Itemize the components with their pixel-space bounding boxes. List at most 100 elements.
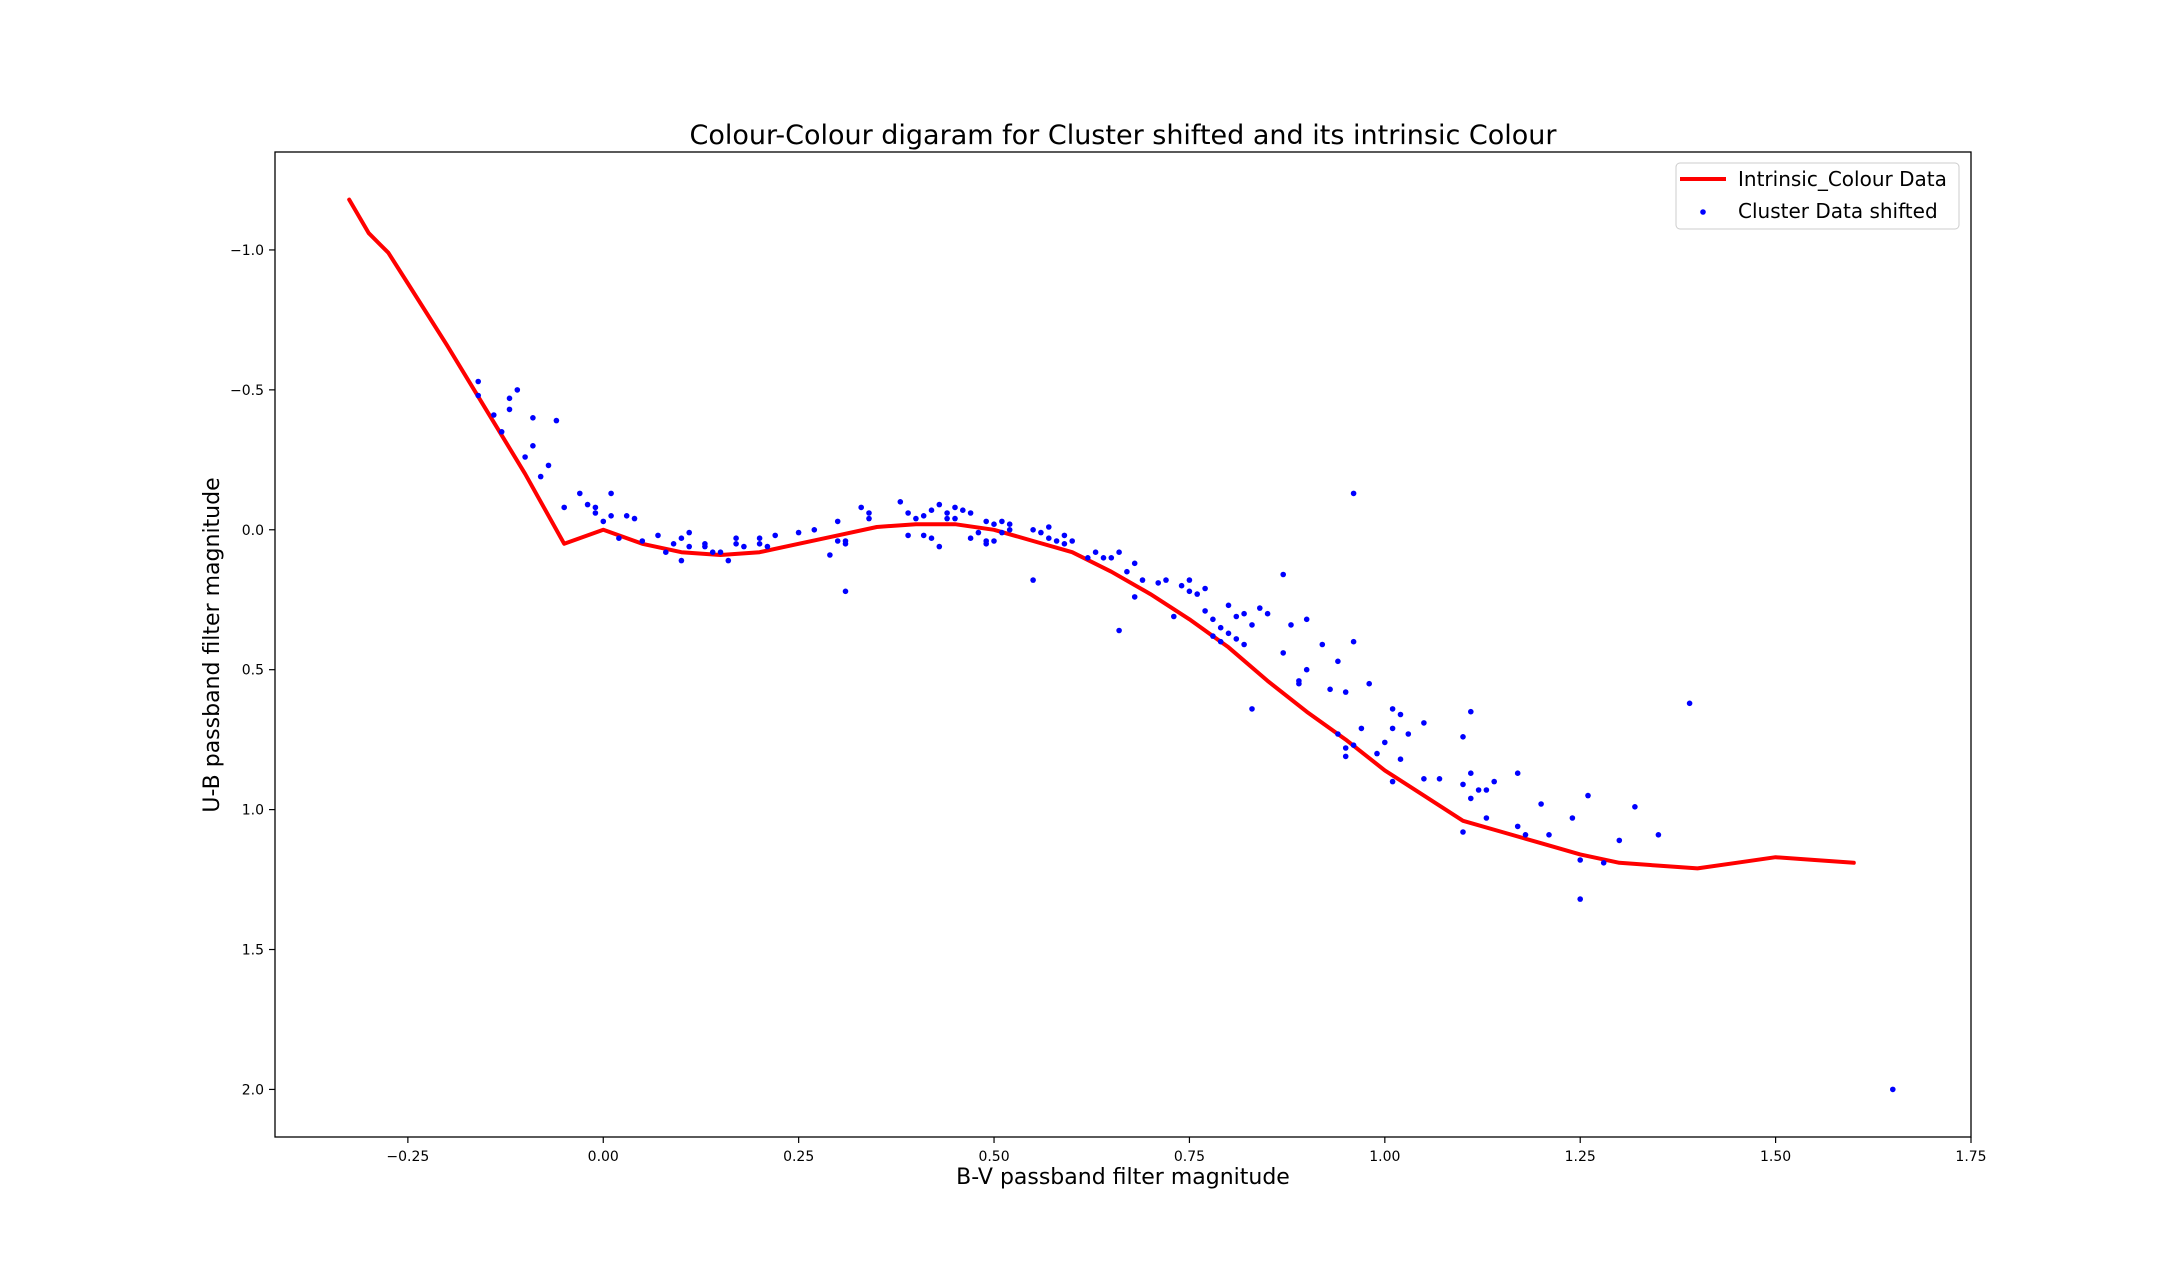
scatter-point bbox=[545, 462, 552, 469]
scatter-point bbox=[1342, 745, 1349, 751]
scatter-point bbox=[811, 527, 818, 533]
scatter-point bbox=[475, 378, 482, 385]
scatter-point bbox=[561, 504, 567, 511]
x-tick-label: 0.25 bbox=[783, 1149, 814, 1165]
plot-frame bbox=[274, 151, 1972, 1138]
scatter-point bbox=[1249, 622, 1255, 628]
scatter-point bbox=[1186, 577, 1193, 583]
scatter-point bbox=[655, 532, 661, 539]
scatter-point bbox=[1421, 776, 1427, 782]
scatter-point bbox=[678, 535, 685, 541]
scatter-point bbox=[1210, 616, 1216, 623]
scatter-point bbox=[842, 588, 849, 595]
scatter-point bbox=[999, 529, 1005, 536]
scatter-point bbox=[795, 529, 802, 536]
scatter-point bbox=[1085, 555, 1091, 561]
scatter-point bbox=[686, 529, 692, 536]
scatter-point bbox=[1131, 594, 1138, 600]
x-tick-label: 1.50 bbox=[1760, 1149, 1791, 1165]
scatter-point bbox=[1163, 577, 1169, 583]
scatter-point bbox=[709, 549, 716, 555]
scatter-point bbox=[936, 501, 943, 508]
legend: Intrinsic_Colour Data Cluster Data shift… bbox=[1675, 162, 1960, 230]
scatter-point bbox=[1131, 560, 1138, 567]
y-tick-label: 0.5 bbox=[242, 663, 264, 679]
scatter-point bbox=[663, 549, 669, 555]
scatter-point bbox=[1241, 610, 1247, 617]
scatter-point bbox=[1092, 549, 1099, 555]
scatter-point bbox=[913, 515, 919, 522]
scatter-point bbox=[584, 501, 591, 508]
scatter-point bbox=[1303, 666, 1310, 673]
scatter-point bbox=[608, 513, 614, 519]
scatter-point bbox=[1280, 571, 1286, 578]
scatter-point bbox=[1217, 638, 1224, 645]
scatter-point bbox=[1100, 555, 1107, 561]
scatter-point bbox=[608, 490, 614, 497]
scatter-point bbox=[639, 538, 646, 544]
scatter-point bbox=[1288, 622, 1294, 628]
scatter-point bbox=[905, 532, 911, 539]
scatter-point bbox=[670, 541, 677, 547]
scatter-point bbox=[1342, 689, 1349, 695]
scatter-point bbox=[1546, 832, 1552, 838]
scatter-point bbox=[834, 518, 841, 525]
scatter-point bbox=[1069, 538, 1075, 544]
scatter-point bbox=[1514, 823, 1521, 830]
scatter-point bbox=[1030, 577, 1036, 583]
scatter-point bbox=[1116, 549, 1122, 555]
scatter-point bbox=[725, 557, 732, 564]
scatter-point bbox=[741, 543, 747, 550]
scatter-point bbox=[944, 515, 950, 522]
scatter-point bbox=[866, 510, 872, 516]
scatter-point bbox=[1468, 795, 1474, 802]
scatter-point bbox=[1358, 725, 1365, 732]
scatter-point bbox=[1257, 605, 1263, 611]
y-tick-label: 1.0 bbox=[242, 803, 264, 819]
scatter-point bbox=[1155, 580, 1161, 586]
scatter-point bbox=[1397, 756, 1404, 762]
scatter-point bbox=[717, 549, 724, 555]
x-tick-label: 0.00 bbox=[588, 1149, 619, 1165]
scatter-point bbox=[842, 538, 849, 544]
scatter-point bbox=[1366, 680, 1372, 687]
scatter-point bbox=[1460, 829, 1466, 835]
legend-frame bbox=[1675, 162, 1960, 230]
scatter-point bbox=[1202, 585, 1208, 592]
y-tick-label: 1.5 bbox=[242, 943, 264, 959]
scatter-point bbox=[553, 417, 560, 424]
scatter-point bbox=[1006, 527, 1013, 533]
scatter-point bbox=[1468, 770, 1474, 776]
x-tick-label: 1.75 bbox=[1955, 1149, 1986, 1165]
x-axis: −0.25 0.00 0.25 0.50 0.75 1.00 1.25 1.50 1.75 bbox=[386, 1137, 1987, 1165]
scatter-point bbox=[623, 513, 630, 519]
scatter-point bbox=[1342, 753, 1349, 760]
scatter-point bbox=[1569, 815, 1576, 821]
scatter-point bbox=[756, 535, 763, 541]
scatter-point bbox=[678, 557, 685, 564]
scatter-point bbox=[1303, 616, 1310, 623]
scatter-point bbox=[506, 406, 513, 413]
scatter-point bbox=[834, 538, 841, 544]
scatter-point bbox=[1038, 529, 1044, 536]
scatter-point bbox=[530, 415, 536, 421]
scatter-point bbox=[1475, 787, 1482, 793]
scatter-point bbox=[1335, 731, 1341, 737]
scatter-point bbox=[514, 387, 521, 393]
scatter-point bbox=[936, 543, 943, 550]
scatter-point bbox=[1249, 706, 1255, 712]
scatter-point bbox=[530, 443, 536, 449]
scatter-point bbox=[1233, 636, 1240, 642]
legend-marker-swatch bbox=[1700, 209, 1706, 215]
legend-entry-intrinsic: Intrinsic_Colour Data bbox=[1738, 167, 1947, 191]
scatter-point bbox=[772, 532, 778, 539]
scatter-point bbox=[592, 504, 599, 511]
y-tick-label: −1.0 bbox=[230, 243, 264, 259]
scatter-point bbox=[1577, 857, 1583, 863]
scatter-point bbox=[631, 515, 638, 522]
scatter-point bbox=[1046, 535, 1052, 541]
x-tick-label: 1.00 bbox=[1369, 1149, 1400, 1165]
scatter-point bbox=[1225, 602, 1232, 609]
legend-entry-cluster: Cluster Data shifted bbox=[1738, 199, 1938, 223]
scatter-point bbox=[1030, 527, 1036, 533]
